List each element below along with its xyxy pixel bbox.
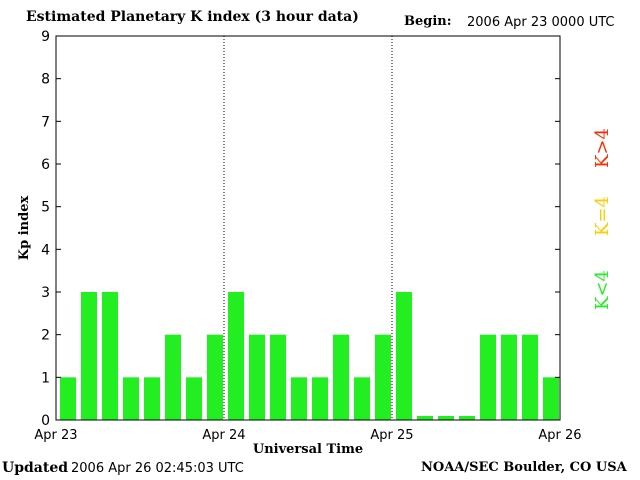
bar	[249, 334, 265, 420]
bar	[144, 377, 160, 420]
bar	[186, 377, 202, 420]
bar	[123, 377, 139, 420]
y-tick-label: 5	[41, 200, 50, 216]
bar	[102, 292, 118, 420]
x-tick-label: Apr 26	[538, 428, 581, 443]
legend-label: K=4	[592, 196, 613, 236]
begin-value: 2006 Apr 23 0000 UTC	[467, 15, 615, 30]
bar	[480, 334, 496, 420]
bar	[375, 334, 391, 420]
bar	[459, 416, 475, 420]
y-tick-label: 1	[41, 370, 50, 386]
bar	[312, 377, 328, 420]
credit-text: NOAA/SEC Boulder, CO USA	[421, 460, 627, 475]
updated-label: Updated	[2, 460, 69, 476]
bar	[60, 377, 76, 420]
bar	[438, 416, 454, 420]
y-tick-label: 6	[41, 157, 50, 173]
y-tick-label: 3	[41, 285, 50, 301]
y-axis-label: Kp index	[17, 196, 32, 261]
bar	[417, 416, 433, 420]
y-tick-label: 9	[41, 29, 50, 45]
bar	[207, 334, 223, 420]
bar	[270, 334, 286, 420]
bar	[333, 334, 349, 420]
updated-value: 2006 Apr 26 02:45:03 UTC	[71, 461, 244, 476]
bar	[354, 377, 370, 420]
begin-label: Begin:	[404, 14, 452, 29]
legend: K>4 K=4 K<4	[592, 128, 613, 310]
x-tick-label: Apr 23	[34, 428, 77, 443]
bar	[228, 292, 244, 420]
y-tick-label: 4	[41, 242, 50, 258]
bar	[81, 292, 97, 420]
bar	[291, 377, 307, 420]
bar	[501, 334, 517, 420]
y-tick-label: 0	[41, 413, 50, 429]
y-tick-label: 8	[41, 72, 50, 88]
legend-label: K>4	[592, 128, 613, 168]
y-tick-label: 2	[41, 328, 50, 344]
bar	[165, 334, 181, 420]
bar	[396, 292, 412, 420]
y-ticks: 0 1 2 3 4 5 6 7 8 9	[41, 29, 560, 429]
bars-group	[60, 292, 559, 420]
legend-label: K<4	[592, 270, 613, 310]
x-tick-label: Apr 24	[202, 428, 245, 443]
bar	[522, 334, 538, 420]
y-tick-label: 7	[41, 114, 50, 130]
plot-frame	[55, 35, 561, 421]
day-separators	[223, 36, 393, 420]
bar	[543, 377, 559, 420]
x-tick-label: Apr 25	[370, 428, 413, 443]
chart-title: Estimated Planetary K index (3 hour data…	[26, 9, 359, 25]
x-ticks: Apr 23 Apr 24 Apr 25 Apr 26	[34, 428, 581, 443]
x-axis-label: Universal Time	[253, 442, 363, 457]
